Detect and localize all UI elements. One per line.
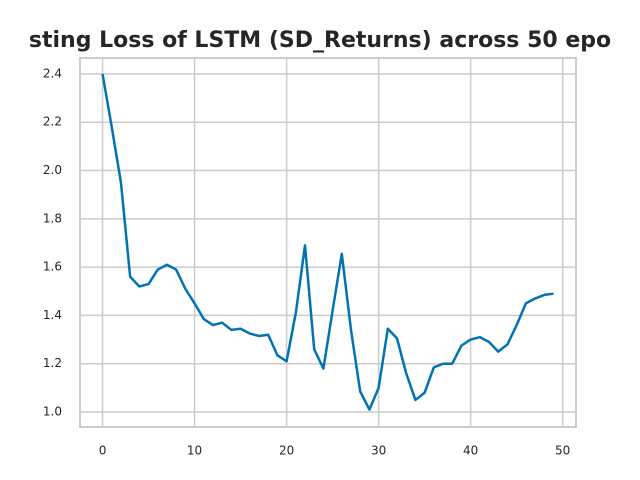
x-tick-label: 40: [463, 444, 478, 458]
y-tick-label: 1.8: [43, 211, 62, 225]
y-tick-label: 2.4: [43, 66, 62, 80]
chart-title: sting Loss of LSTM (SD_Returns) across 5…: [29, 28, 611, 53]
plot-frame: [79, 57, 577, 428]
x-tick-label: 20: [279, 444, 294, 458]
y-tick-label: 1.0: [43, 405, 62, 419]
y-tick-label: 2.0: [43, 163, 62, 177]
y-tick-label: 1.4: [43, 308, 62, 322]
y-tick-label: 2.2: [43, 115, 62, 129]
data-line: [101, 73, 554, 411]
x-tick-label: 50: [555, 444, 570, 458]
y-tick-label: 1.2: [43, 356, 62, 370]
x-tick-label: 30: [371, 444, 386, 458]
x-tick-label: 0: [99, 444, 107, 458]
y-tick-label: 1.6: [43, 260, 62, 274]
x-tick-label: 10: [187, 444, 202, 458]
